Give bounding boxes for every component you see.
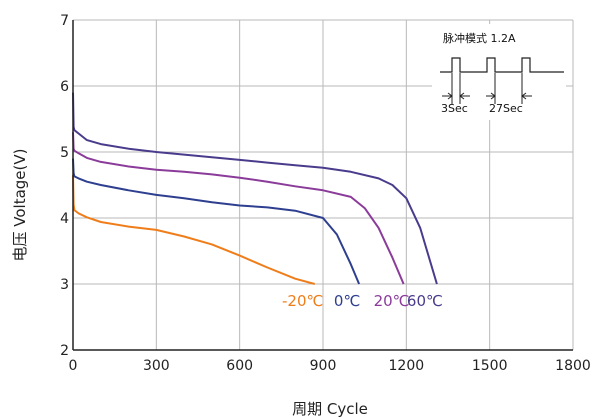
pulse-width-label: 3Sec xyxy=(441,102,468,115)
x-tick-label-0: 0 xyxy=(69,358,78,374)
series-label-1: 0℃ xyxy=(334,292,360,310)
series-line-1 xyxy=(72,158,361,285)
x-tick-labels: 0 300 600 900 1200 1500 1800 xyxy=(69,358,591,374)
interval-arrow xyxy=(486,92,532,100)
series-line-0 xyxy=(72,175,315,285)
x-tick-label-1800: 1800 xyxy=(555,358,591,374)
y-axis-label: 电压 Voltage(V) xyxy=(11,149,29,262)
series-labels: -20℃ 0℃ 20℃60℃ xyxy=(282,292,443,310)
y-tick-label-6: 6 xyxy=(60,79,69,95)
pulse-waveform xyxy=(440,57,564,73)
x-axis-label: 周期 Cycle xyxy=(292,400,368,418)
series-lines xyxy=(72,92,438,285)
axes xyxy=(72,20,573,351)
y-tick-label-2: 2 xyxy=(60,343,69,359)
x-tick-label-900: 900 xyxy=(310,358,337,374)
pulse-width-arrow xyxy=(442,92,470,100)
y-tick-label-7: 7 xyxy=(60,13,69,29)
y-tick-labels: 2 3 4 5 6 7 xyxy=(60,13,69,359)
y-tick-label-3: 3 xyxy=(60,277,69,293)
y-tick-label-5: 5 xyxy=(60,145,69,161)
series-label-2: 20℃ xyxy=(374,292,410,310)
x-tick-label-1500: 1500 xyxy=(472,358,508,374)
inset-title: 脉冲模式 1.2A xyxy=(443,31,516,45)
x-tick-label-1200: 1200 xyxy=(389,358,425,374)
series-line-2 xyxy=(72,132,405,285)
pulse-mode-inset: 脉冲模式 1.2A 3Sec 27Sec xyxy=(432,24,566,120)
series-line-3 xyxy=(72,92,438,285)
y-tick-label-4: 4 xyxy=(60,211,69,227)
interval-label: 27Sec xyxy=(489,102,523,115)
series-label-0: -20℃ xyxy=(282,292,323,310)
series-label-3: 60℃ xyxy=(407,292,443,310)
x-tick-label-600: 600 xyxy=(226,358,253,374)
x-tick-label-300: 300 xyxy=(143,358,170,374)
